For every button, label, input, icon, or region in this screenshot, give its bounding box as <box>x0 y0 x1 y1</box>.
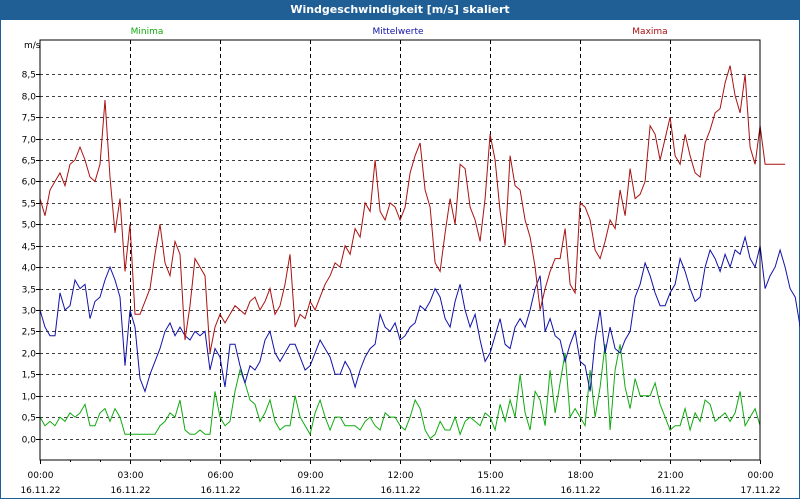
x-tick-date-label: 16.11.22 <box>470 486 510 496</box>
grid <box>40 39 760 460</box>
x-tick-time-label: 18:00 <box>568 471 594 481</box>
x-tick-time-label: 00:00 <box>748 471 774 481</box>
y-tick-label: 6,5 <box>22 157 36 167</box>
y-tick-label: 3,5 <box>22 286 36 296</box>
y-tick-label: 0,0 <box>22 436 37 446</box>
y-tick-label: 2,5 <box>22 328 36 338</box>
y-tick-label: 7,0 <box>22 136 37 146</box>
y-tick-label: 8,0 <box>22 93 37 103</box>
x-tick-time-label: 09:00 <box>298 471 324 481</box>
x-tick-date-label: 16.11.22 <box>380 486 420 496</box>
x-tick-date-label: 16.11.22 <box>110 486 150 496</box>
y-tick-label: 1,0 <box>22 393 37 403</box>
legend-entry-mittelwerte: Mittelwerte <box>372 27 423 37</box>
series-line-maxima <box>39 65 786 353</box>
x-tick-date-label: 16.11.22 <box>290 486 330 496</box>
y-tick-label: 5,5 <box>22 200 36 210</box>
x-tick-time-label: 03:00 <box>118 471 144 481</box>
legend-entry-maxima: Maxima <box>632 27 667 37</box>
y-tick-label: 4,5 <box>22 243 36 253</box>
y-tick-label: 7,5 <box>22 114 36 124</box>
y-tick-label: 8,5 <box>22 71 36 81</box>
y-tick-label: 1,5 <box>22 371 36 381</box>
y-tick-label: 4,0 <box>22 264 37 274</box>
x-tick-date-label: 17.11.22 <box>740 486 780 496</box>
x-tick-time-label: 12:00 <box>388 471 414 481</box>
x-tick-time-label: 06:00 <box>208 471 234 481</box>
axes: 0,0 0,5 1,0 1,5 2,0 2,5 3,0 3,5 4,0 4,5 5,0 5,5 6,0 6… <box>20 39 781 496</box>
y-tick-label: 3,0 <box>22 307 37 317</box>
series-line-mittelwerte <box>39 235 800 393</box>
x-tick-time-label: 00:00 <box>28 471 54 481</box>
x-tick-time-label: 21:00 <box>658 471 684 481</box>
legend: Minima Mittelwerte Maxima <box>131 27 668 37</box>
y-axis-unit-label: m/s <box>24 41 41 51</box>
x-tick-date-label: 16.11.22 <box>560 486 600 496</box>
x-tick-date-label: 16.11.22 <box>200 486 240 496</box>
series-lines <box>39 65 800 440</box>
x-tick-date-label: 16.11.22 <box>650 486 690 496</box>
chart-title: Windgeschwindigkeit [m/s] skaliert <box>0 0 800 20</box>
x-tick-time-label: 15:00 <box>478 471 504 481</box>
y-tick-label: 2,0 <box>22 350 37 360</box>
legend-entry-minima: Minima <box>131 27 164 37</box>
series-line-minima <box>39 344 761 440</box>
y-tick-label: 6,0 <box>22 178 37 188</box>
y-tick-label: 5,0 <box>22 221 37 231</box>
x-tick-date-label: 16.11.22 <box>20 486 60 496</box>
y-tick-label: 0,5 <box>22 414 36 424</box>
